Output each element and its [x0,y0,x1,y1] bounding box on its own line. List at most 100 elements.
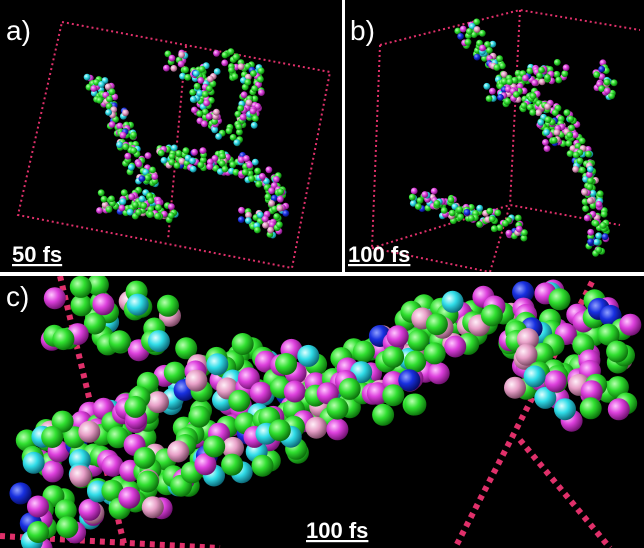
panel-label: a) [6,15,31,46]
atom [149,167,156,174]
atom [148,330,170,352]
atom [568,125,575,132]
atom [232,73,239,80]
atom [531,80,538,87]
atom [277,188,284,195]
atom [157,295,179,317]
atom [120,198,127,205]
atom [572,166,579,173]
atom [593,239,600,246]
atom [481,304,503,326]
atom [382,384,404,406]
atom [127,209,134,216]
atom [258,89,265,96]
page: a) b) c) 50 fs 100 fs 100 fs (() => { co… [0,0,644,548]
atom [598,66,605,73]
atom [248,175,255,182]
atom [182,66,189,73]
atom [542,139,549,146]
atom [595,232,602,239]
atom [608,398,630,420]
atom [489,88,496,95]
atom [474,54,481,61]
atom [573,152,580,159]
atom [168,212,175,219]
atom [155,204,162,211]
atom [96,97,103,104]
atom [483,83,490,90]
atom [587,238,594,245]
atom [479,45,486,52]
atom [449,210,456,217]
atom [606,341,628,363]
atom [602,233,609,240]
atom [130,132,137,139]
atom [238,207,245,214]
atom [250,70,257,77]
atom [206,85,213,92]
atom [147,391,169,413]
atom [214,68,221,75]
atom [56,516,78,538]
atom [409,194,416,201]
atom [245,217,252,224]
atom [116,123,123,130]
atom [124,153,131,160]
atom [251,122,258,129]
atom [426,313,448,335]
atom [207,76,214,83]
atom [268,200,275,207]
atom [184,74,191,81]
atom [526,68,533,75]
atom [228,48,235,55]
atom [233,54,240,61]
atom [496,55,503,62]
atom [611,79,618,86]
atom [535,109,542,116]
atom [178,52,185,59]
atom [476,221,483,228]
atom [145,152,152,159]
atom [23,452,45,474]
atom [516,344,538,366]
atom [460,26,467,33]
atom [524,365,546,387]
atom [128,193,135,200]
atom [596,201,603,208]
atom [551,137,558,144]
atom [587,229,594,236]
atom [326,418,348,440]
atom [122,109,129,116]
atom [128,164,135,171]
atom [221,60,228,67]
atom [581,189,588,196]
atom [258,67,265,74]
atom [196,110,203,117]
atom [108,196,115,203]
atom [538,67,545,74]
atom [601,211,608,218]
atom [276,221,283,228]
atom [142,496,164,518]
atom [580,397,602,419]
atom [139,175,146,182]
time-label: 50 fs [12,242,62,267]
atom [105,109,112,116]
atom [158,150,165,157]
atom [566,132,573,139]
atom [516,226,523,233]
atom [597,190,604,197]
atom [171,145,178,152]
panel-label: b) [350,15,375,46]
atom [506,79,513,86]
atom [190,96,197,103]
atom [504,98,511,105]
atom [604,79,611,86]
atom [203,436,225,458]
atom [428,362,450,384]
atom [240,114,247,121]
atom [457,214,464,221]
atom [222,166,229,173]
atom [577,157,584,164]
atom [565,140,572,147]
